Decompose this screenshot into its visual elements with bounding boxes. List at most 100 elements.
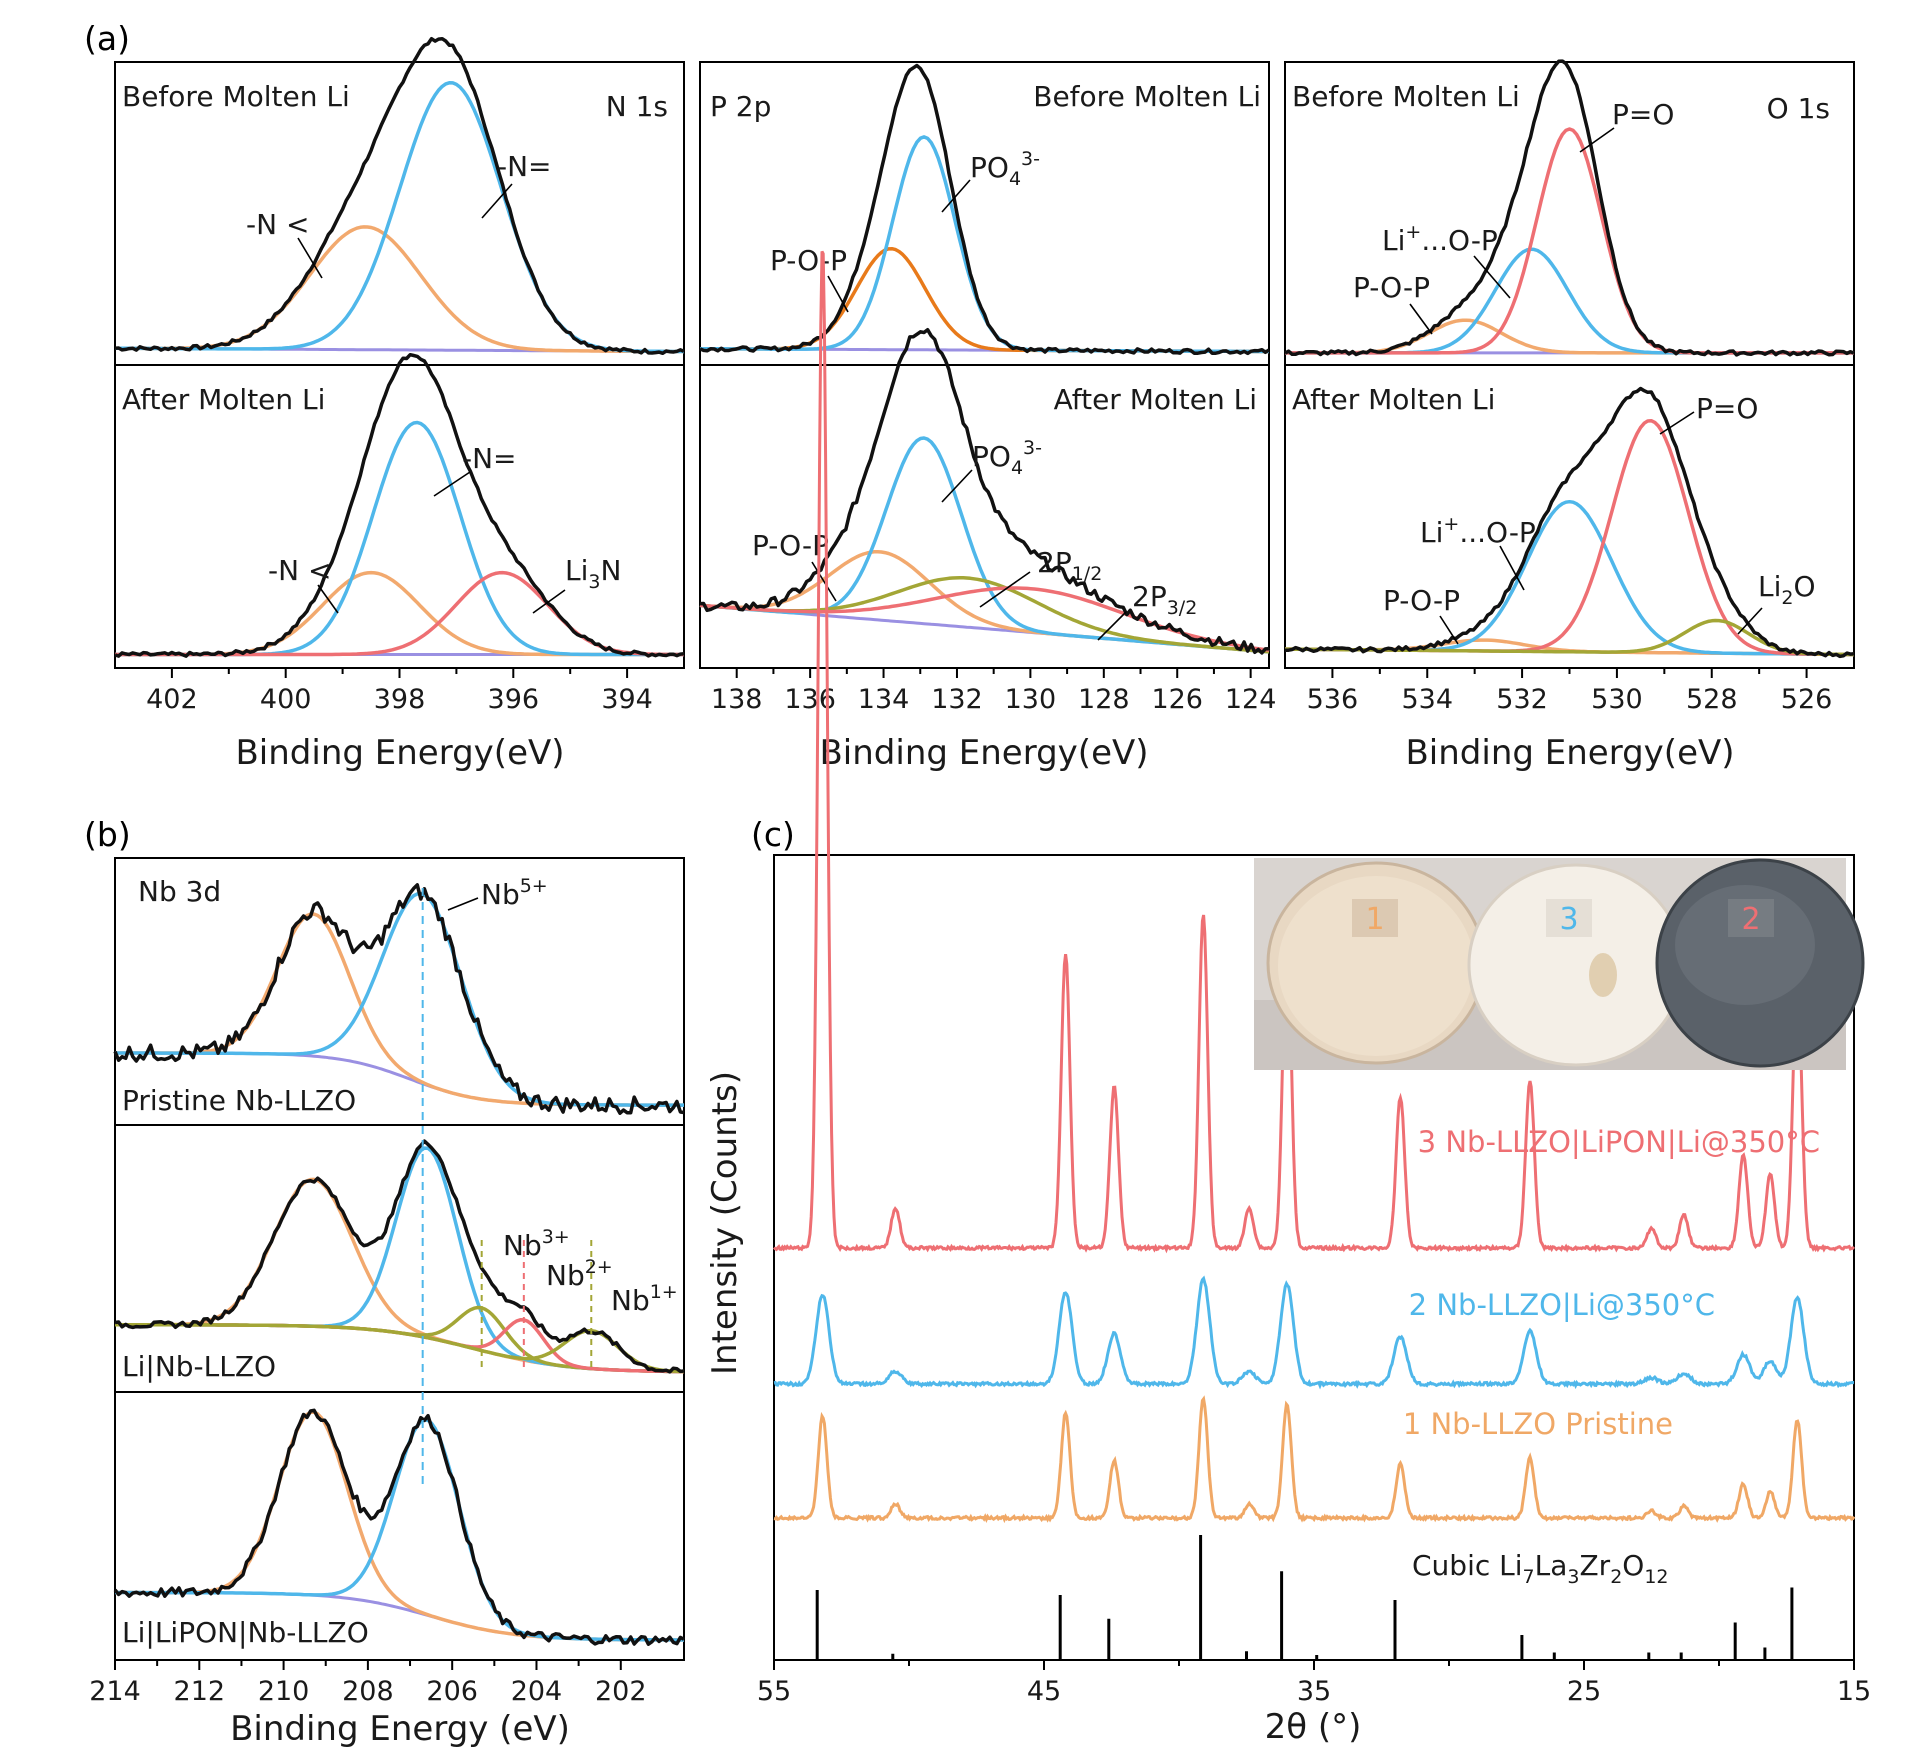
panel-c: 15 25 35 45 55 1 3 2 3 Nb-LLZO|LiPON|Li@350°… [705, 250, 1871, 1747]
xrd-x-tick-label: 45 [1027, 1676, 1061, 1707]
p2p-2p12-label: 2P1/2 [1037, 546, 1102, 585]
nb3d-x-ticks: 214 212 210 208 206 204 202 [89, 1660, 647, 1707]
p2p-bottom-frame [699, 364, 1270, 669]
o1s-x-tick-label: 532 [1496, 684, 1548, 715]
p2p-x-tick-label: 132 [931, 684, 983, 715]
nb3d-x-tick-label: 208 [342, 1676, 394, 1707]
nb3d-x-tick-label: 206 [426, 1676, 478, 1707]
o1s-before-po-pointer [1579, 127, 1615, 153]
p2p-before-pop-pointer [827, 275, 849, 313]
p2p-x-tick-label: 128 [1078, 684, 1130, 715]
o1s-before-lio-label: Li+...O-P [1382, 221, 1498, 257]
p2p-x-axis-title: Binding Energy(eV) [819, 733, 1148, 773]
n1s-before-envelope-line [114, 36, 685, 356]
nb3d-row2-sample: Li|Nb-LLZO [122, 1350, 276, 1383]
o1s-x-tick-label: 526 [1781, 684, 1833, 715]
nb3d-li-curves [114, 1139, 685, 1374]
o1s-x-tick-label: 528 [1686, 684, 1738, 715]
p2p-after-pop-pointer [811, 561, 837, 602]
pellet-1-face [1278, 876, 1474, 1056]
n1s-after-state: After Molten Li [122, 383, 325, 416]
xrd-series [772, 250, 1856, 1524]
xrd-x-axis-title: 2θ (°) [1265, 1707, 1362, 1747]
n1s-x-tick-label: 402 [146, 684, 198, 715]
n1s-before-curves [114, 36, 685, 356]
p2p-x-tick-label: 130 [1005, 684, 1057, 715]
o1s-before-po-label: P=O [1612, 98, 1674, 131]
nb3d-row1-sample: Pristine Nb-LLZO [122, 1084, 356, 1117]
xrd-series2-label: 2 Nb-LLZO|Li@350°C [1409, 1288, 1715, 1322]
p2p-after-pop-label: P-O-P [752, 529, 829, 562]
xrd-y-axis-title: Intensity (Counts) [705, 1071, 745, 1375]
p2p-before-po4-pointer [941, 179, 971, 213]
xrd-reference-sticks [815, 1535, 1794, 1660]
n1s-x-tick-label: 396 [488, 684, 540, 715]
n1s-before-state: Before Molten Li [122, 80, 350, 113]
o1s-x-tick-label: 530 [1591, 684, 1643, 715]
xrd-reference-label: Cubic Li7La3Zr2O12 [1412, 1549, 1669, 1588]
n1s-element-label: N 1s [606, 90, 668, 123]
p2p-before-state: Before Molten Li [1033, 80, 1261, 113]
panel-a-label: (a) [84, 19, 130, 58]
panel-a: 402 400 398 396 394 Before Molten Li N 1s Af… [114, 36, 1855, 773]
n1s-x-tick-label: 394 [601, 684, 653, 715]
o1s-before-pop-label: P-O-P [1353, 271, 1430, 304]
p2p-after-curves [699, 327, 1270, 655]
n1s-x-ticks: 402 400 398 396 394 [146, 668, 653, 715]
p2p-before-envelope-line [699, 63, 1270, 356]
xrd-line-1-nb-llzo-pristine [773, 1395, 1856, 1524]
p2p-x-tick-label: 138 [711, 684, 763, 715]
n1s-after-nlt-label: -N < [268, 554, 331, 587]
pellet-photo-inset: 1 3 2 [1254, 858, 1865, 1070]
n1s-x-tick-label: 400 [260, 684, 312, 715]
nb3d-x-tick-label: 214 [89, 1676, 141, 1707]
xrd-x-tick-label: 15 [1837, 1676, 1871, 1707]
o1s-after-pop-label: P-O-P [1383, 584, 1460, 617]
o1s-after-pop-pointer [1439, 615, 1459, 645]
xrd-line-3-nb-llzo-lipon-li-350-c [772, 250, 1856, 1254]
p2p-after-state: After Molten Li [1054, 383, 1257, 416]
nb3d-x-tick-label: 210 [258, 1676, 310, 1707]
n1s-x-axis-title: Binding Energy(eV) [235, 733, 564, 773]
nb1-label: Nb1+ [611, 1281, 678, 1317]
n1s-after-neq-label: -N= [462, 442, 517, 475]
o1s-before-pop-pointer [1409, 303, 1433, 335]
o1s-before-peak-p-o [1285, 127, 1854, 355]
nb5-label: Nb5+ [481, 875, 548, 911]
o1s-x-axis-title: Binding Energy(eV) [1405, 733, 1734, 773]
xrd-x-tick-label: 55 [757, 1676, 791, 1707]
nb3d-element-label: Nb 3d [138, 875, 221, 908]
o1s-plot: 536 534 532 530 528 526 Before Molten Li O 1s… [1284, 59, 1855, 715]
o1s-li2o-pointer [1737, 607, 1763, 635]
p2p-after-envelope-line [699, 327, 1270, 655]
nb3d-row3-sample: Li|LiPON|Nb-LLZO [122, 1616, 369, 1649]
o1s-before-envelope-line [1284, 59, 1855, 357]
n1s-before-nlt-label: -N < [246, 208, 309, 241]
n1s-before-neq-pointer [481, 183, 513, 219]
o1s-before-peak-p-o-p [1285, 318, 1854, 355]
pellet-3-number: 3 [1559, 902, 1578, 937]
o1s-after-envelope-line [1285, 386, 1855, 659]
nb3d-pristine-curves [113, 883, 685, 1115]
o1s-before-state: Before Molten Li [1292, 80, 1520, 113]
nb3-label: Nb3+ [503, 1226, 570, 1262]
o1s-x-tick-label: 534 [1401, 684, 1453, 715]
n1s-before-peak-n [115, 225, 684, 354]
nb5-pointer [447, 897, 479, 911]
xrd-x-tick-label: 25 [1567, 1676, 1601, 1707]
pellet-1-number: 1 [1365, 902, 1384, 937]
n1s-li3n-label: Li3N [565, 554, 621, 593]
p2p-after-po4-label: PO43- [972, 437, 1042, 479]
n1s-plot: 402 400 398 396 394 Before Molten Li N 1s Af… [114, 36, 685, 715]
n1s-after-peak-n [115, 420, 684, 657]
nb3d-reference-lines [421, 888, 593, 1485]
p2p-2p32-pointer [1097, 611, 1127, 641]
p2p-x-ticks: 138 136 134 132 130 128 126 124 [711, 668, 1276, 715]
p2p-x-tick-label: 126 [1151, 684, 1203, 715]
p2p-x-tick-label: 134 [858, 684, 910, 715]
nb2-label: Nb2+ [546, 1256, 613, 1292]
nb3d-lipon-curves [113, 1408, 685, 1646]
p2p-plot: 138 136 134 132 130 128 126 124 P 2p Before Mol… [699, 61, 1276, 715]
n1s-x-tick-label: 398 [374, 684, 426, 715]
